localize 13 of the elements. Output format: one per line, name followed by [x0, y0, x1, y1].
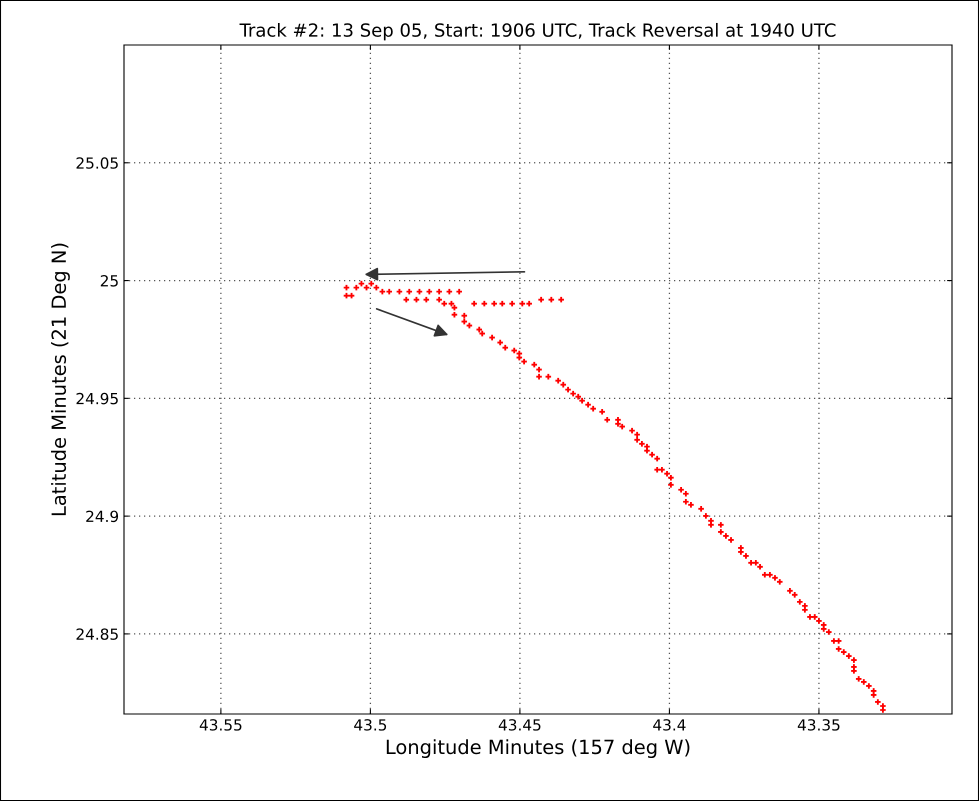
x-tick-label: 43.55 — [200, 719, 242, 731]
x-tick-label: 43.35 — [798, 719, 840, 731]
y-tick-label: 25.05 — [76, 157, 118, 169]
x-tick-label: 43.45 — [498, 719, 540, 731]
chart-title: Track #2: 13 Sep 05, Start: 1906 UTC, Track Reversal at 1940 UTC — [240, 22, 836, 40]
y-tick-label: 24.9 — [86, 510, 118, 522]
y-tick-label: 24.95 — [76, 392, 118, 404]
y-tick-label: 25 — [100, 275, 118, 287]
y-tick-label: 24.85 — [76, 628, 118, 640]
x-axis-title: Longitude Minutes (157 deg W) — [386, 739, 690, 758]
x-tick-label: 43.5 — [354, 719, 386, 731]
y-axis-title: Latitude Minutes (21 Deg N) — [51, 244, 70, 516]
x-tick-label: 43.4 — [653, 719, 686, 731]
